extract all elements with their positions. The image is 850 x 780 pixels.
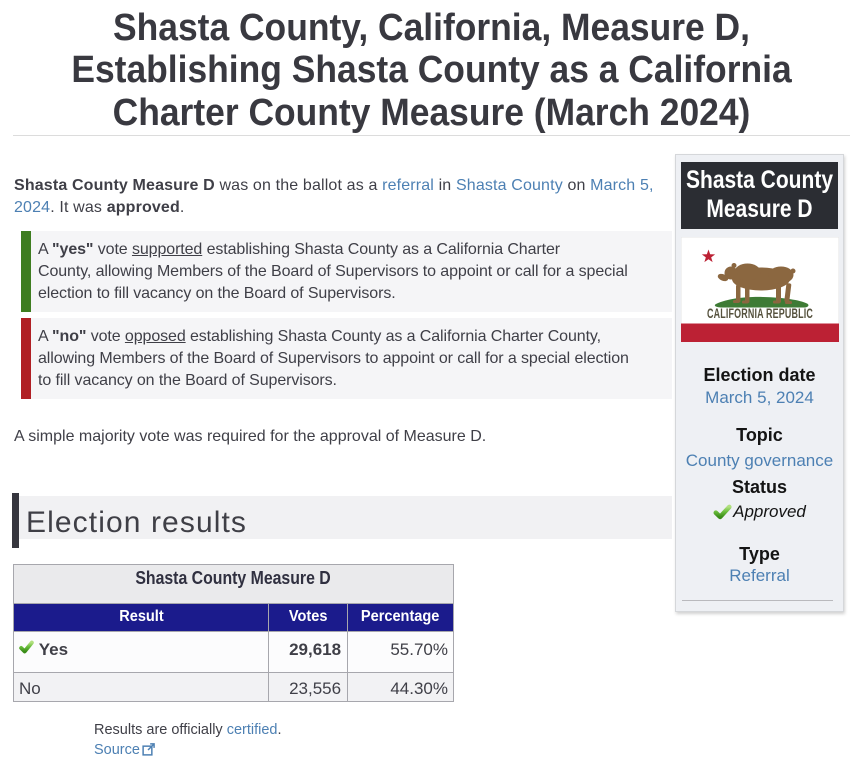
- svg-text:CALIFORNIA REPUBLIC: CALIFORNIA REPUBLIC: [707, 306, 813, 321]
